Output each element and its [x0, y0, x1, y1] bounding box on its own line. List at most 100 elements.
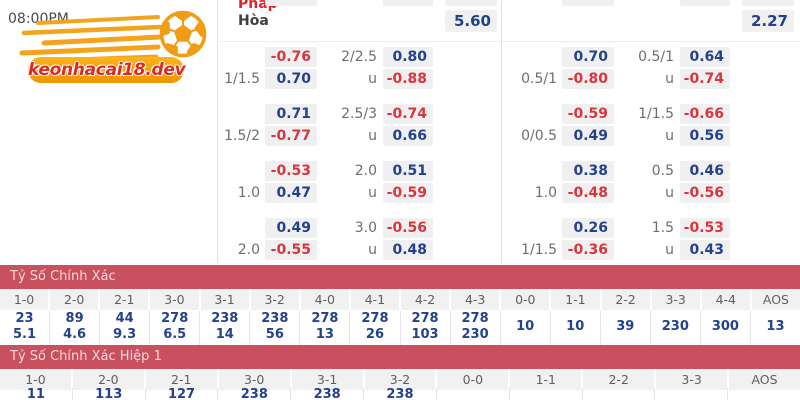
score-odds-cell[interactable]: 230 [651, 311, 701, 345]
score-odds-cell[interactable]: 238 [364, 388, 437, 400]
ah-odds-cell[interactable]: 0.38 [562, 161, 614, 181]
x2-draw-odds-cell[interactable]: 5.60 [445, 10, 497, 32]
under-label: u [665, 242, 674, 258]
ah-odds-cell[interactable]: -0.76 [265, 47, 317, 67]
score-odds-cell[interactable]: 11 [0, 388, 73, 400]
score-column-header: 3-2 [365, 369, 438, 390]
score-column-header: 2-2 [602, 289, 652, 310]
over-odds-cell[interactable]: -0.53 [680, 218, 730, 238]
score-column-header: 3-1 [292, 369, 365, 390]
score-column-header: 1-0 [0, 369, 73, 390]
full-time-odds-section: 5.60 -0.76 2/2.5 0.80 1/1.5 0.70 u -0.88… [0, 0, 497, 263]
ah-odds-cell[interactable]: -0.36 [562, 240, 614, 260]
under-odds-cell[interactable]: 0.56 [680, 126, 730, 146]
ah-odds-cell[interactable]: 0.70 [265, 69, 317, 89]
ah-odds-cell[interactable]: 0.49 [265, 218, 317, 238]
score-odds-cell[interactable]: 278 230 [451, 311, 501, 345]
ah-odds-cell[interactable]: 0.70 [562, 47, 614, 67]
under-odds-cell[interactable]: 0.48 [383, 240, 433, 260]
score-odds-cell[interactable]: 113 [73, 388, 146, 400]
score-column-header: 1-1 [551, 289, 602, 310]
score-odds-cell[interactable]: 278 13 [300, 311, 351, 345]
under-odds-cell[interactable]: -0.59 [383, 183, 433, 203]
score-column-header: AOS [751, 372, 778, 387]
score-odds-cell[interactable]: 300 [701, 311, 751, 345]
score-column-header: 3-3 [652, 289, 702, 310]
score-column-header: 0-0 [437, 369, 511, 390]
score-column-header: 1-1 [510, 369, 584, 390]
ah-odds-cell[interactable]: 0.71 [265, 104, 317, 124]
score-odds-cell[interactable]: 13 [766, 319, 785, 334]
score-column-header: 3-3 [656, 369, 730, 390]
score-odds-cell[interactable]: 10 [551, 311, 601, 345]
ah-odds-cell[interactable]: -0.48 [562, 183, 614, 203]
score-odds-cell[interactable] [583, 388, 656, 400]
over-odds-cell[interactable]: -0.66 [680, 104, 730, 124]
ah-odds-cell[interactable]: -0.77 [265, 126, 317, 146]
correct-score-title: Tỷ Số Chính Xác [10, 269, 116, 284]
under-label: u [368, 242, 377, 258]
ah-line-label: 0.5/1 [521, 71, 557, 87]
first-half-odds-section: 2.27 0.70 0.5/1 0.64 0.5/1 -0.80 u -0.74… [297, 0, 794, 263]
score-odds-cell[interactable]: 39 [601, 311, 651, 345]
score-column-header: 4-3 [451, 289, 502, 310]
score-column-header: 2-1 [100, 289, 151, 310]
score-column-header: 4-0 [301, 289, 351, 310]
score-odds-cell[interactable]: 89 4.6 [50, 311, 101, 345]
score-odds-cell[interactable]: 238 [291, 388, 365, 400]
score-column-header: 2-0 [50, 289, 101, 310]
over-odds-cell[interactable]: 0.80 [383, 47, 433, 67]
ah-line-label: 0/0.5 [521, 128, 557, 144]
draw-label: Hòa [238, 13, 269, 29]
ah-line-label: 1.5/2 [224, 128, 260, 144]
ah-odds-cell[interactable]: 0.49 [562, 126, 614, 146]
score-odds-cell[interactable] [728, 388, 800, 400]
score-odds-cell[interactable] [437, 388, 510, 400]
score-odds-cell[interactable]: 44 9.3 [100, 311, 151, 345]
score-odds-cell[interactable] [655, 388, 729, 400]
score-odds-cell[interactable]: 127 [146, 388, 219, 400]
under-odds-cell[interactable]: 0.66 [383, 126, 433, 146]
score-odds-cell[interactable] [510, 388, 583, 400]
score-odds-cell[interactable]: 278 26 [350, 311, 401, 345]
over-odds-cell[interactable]: 0.51 [383, 161, 433, 181]
score-odds-cell[interactable]: 10 [501, 311, 551, 345]
correct-score-banner: Tỷ Số Chính Xác [0, 265, 800, 289]
ah-line-label: 2.0 [237, 242, 260, 258]
score-column-header: 1-0 [0, 289, 51, 310]
under-label: u [665, 71, 674, 87]
column-divider [217, 0, 218, 263]
ah-odds-cell[interactable]: 0.26 [562, 218, 614, 238]
score-column-header: 2-0 [73, 369, 146, 390]
ou-line-label: 0.5/1 [638, 49, 674, 65]
score-odds-cell[interactable]: 278 6.5 [150, 311, 201, 345]
ou-line-label: 2.0 [354, 163, 377, 179]
under-label: u [665, 128, 674, 144]
over-odds-cell[interactable]: -0.56 [383, 218, 433, 238]
under-odds-cell[interactable]: 0.43 [680, 240, 730, 260]
ah-odds-cell[interactable]: -0.53 [265, 161, 317, 181]
ah-odds-cell[interactable]: -0.55 [265, 240, 317, 260]
score-odds-cell[interactable]: 238 56 [250, 311, 301, 345]
score-odds-cell[interactable]: 238 14 [200, 311, 251, 345]
under-odds-cell[interactable]: -0.74 [680, 69, 730, 89]
score-column-header: 3-0 [219, 369, 292, 390]
over-odds-cell[interactable]: 0.64 [680, 47, 730, 67]
correct-score-h1-banner: Tỷ Số Chính Xác Hiệp 1 [0, 345, 800, 369]
score-odds-cell[interactable]: 238 [218, 388, 292, 400]
ah-line-label: 1/1.5 [224, 71, 260, 87]
correct-score-h1-title: Tỷ Số Chính Xác Hiệp 1 [10, 349, 162, 364]
ah-odds-cell[interactable]: -0.59 [562, 104, 614, 124]
ah-odds-cell[interactable]: 0.47 [265, 183, 317, 203]
clipped-odds-cell [383, 0, 433, 6]
over-odds-cell[interactable]: 0.46 [680, 161, 730, 181]
under-odds-cell[interactable]: -0.56 [680, 183, 730, 203]
ah-odds-cell[interactable]: -0.80 [562, 69, 614, 89]
ou-line-label: 2.5/3 [341, 106, 377, 122]
over-odds-cell[interactable]: -0.74 [383, 104, 433, 124]
score-odds-cell[interactable]: 23 5.1 [0, 311, 51, 345]
under-odds-cell[interactable]: -0.88 [383, 69, 433, 89]
x2-draw-odds-cell[interactable]: 2.27 [742, 10, 794, 32]
score-odds-cell[interactable]: 278 103 [401, 311, 451, 345]
